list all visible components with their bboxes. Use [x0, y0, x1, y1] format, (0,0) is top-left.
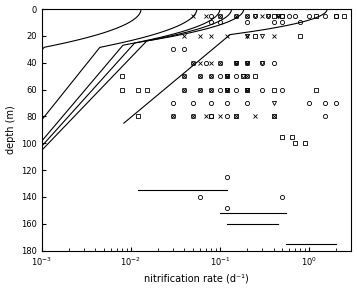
- Y-axis label: depth (m): depth (m): [6, 105, 16, 154]
- X-axis label: nitrification rate (d⁻¹): nitrification rate (d⁻¹): [144, 273, 249, 284]
